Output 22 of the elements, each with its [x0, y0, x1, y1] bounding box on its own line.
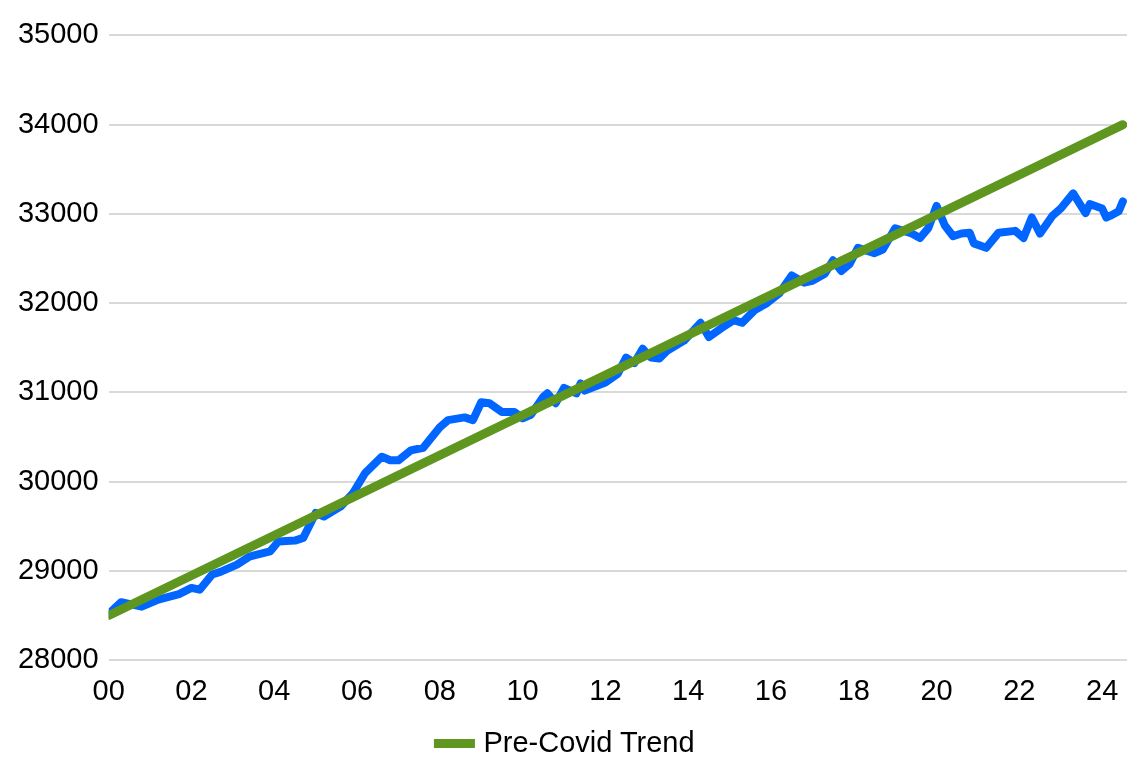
y-tick-label: 35000: [17, 17, 99, 50]
y-tick-label: 32000: [17, 285, 99, 318]
x-tick-label: 04: [258, 673, 291, 706]
x-tick-label: 06: [340, 673, 374, 706]
x-tick-label: 20: [920, 673, 953, 706]
x-tick-label: 12: [589, 673, 622, 706]
x-tick-label: 08: [423, 673, 456, 706]
x-tick-label: 18: [837, 673, 870, 706]
y-tick-label: 29000: [17, 552, 99, 585]
y-tick-label: 28000: [17, 642, 99, 675]
x-tick-label: 02: [175, 673, 208, 706]
x-tick-label: 16: [754, 673, 788, 706]
y-tick-label: 34000: [17, 106, 99, 139]
x-tick-label: 22: [1003, 673, 1036, 706]
x-tick-label: 14: [672, 673, 705, 706]
legend-label: Pre-Covid Trend: [483, 725, 695, 758]
x-tick-label: 00: [92, 673, 125, 706]
x-tick-label: 24: [1086, 673, 1119, 706]
y-tick-label: 33000: [17, 195, 99, 228]
y-tick-label: 31000: [17, 374, 99, 407]
x-tick-label: 10: [506, 673, 539, 706]
y-tick-label: 30000: [17, 463, 99, 496]
